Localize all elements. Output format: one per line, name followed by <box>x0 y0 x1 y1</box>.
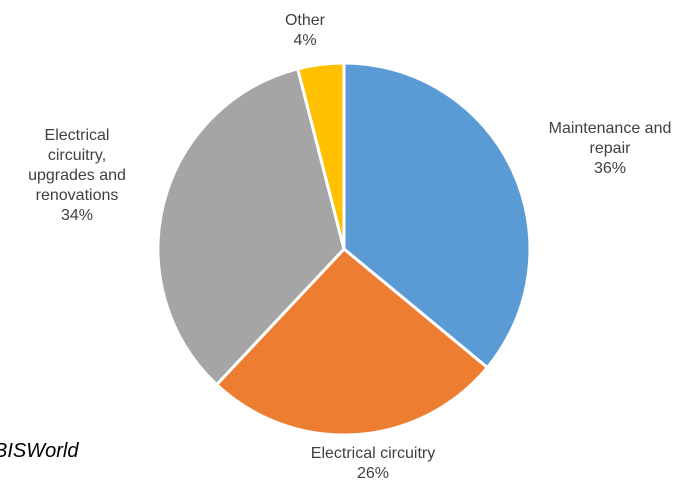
labels-layer: Maintenance and repair 36% Electrical circu… <box>28 12 671 482</box>
slice-label-3: Other 4% <box>285 12 326 49</box>
source-text: BISWorld <box>0 440 79 462</box>
pie-slice-3 <box>296 61 346 251</box>
slice-label-1: Electrical circuitry 26% <box>311 445 435 482</box>
slices-layer <box>156 61 532 437</box>
pie-slice-0 <box>342 61 532 370</box>
slice-label-2: Electrical circuitry, upgrades and renovati… <box>28 127 126 224</box>
pie-slice-2 <box>156 67 346 387</box>
pie-slice-1 <box>215 247 489 437</box>
slice-label-0: Maintenance and repair 36% <box>549 120 672 177</box>
